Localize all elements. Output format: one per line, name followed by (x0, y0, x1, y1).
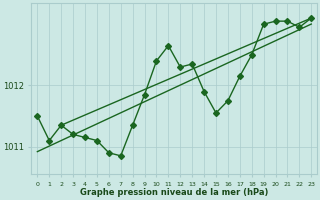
X-axis label: Graphe pression niveau de la mer (hPa): Graphe pression niveau de la mer (hPa) (80, 188, 268, 197)
